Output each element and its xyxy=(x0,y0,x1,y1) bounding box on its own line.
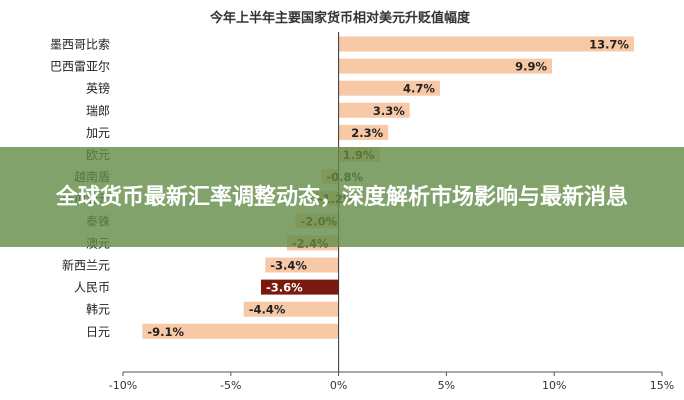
x-tick-label: 15% xyxy=(650,379,674,392)
bar xyxy=(243,301,339,317)
value-label: 4.7% xyxy=(403,82,435,96)
bar xyxy=(338,80,440,96)
bar xyxy=(260,279,339,295)
category-label: 加元 xyxy=(86,126,110,140)
x-tick-label: -10% xyxy=(109,379,137,392)
category-label: 韩元 xyxy=(86,302,110,317)
x-tick-label: -5% xyxy=(220,379,241,392)
value-label: 9.9% xyxy=(515,60,547,74)
value-label: -4.4% xyxy=(249,303,286,317)
value-label: 2.3% xyxy=(351,126,383,140)
x-tick-label: 0% xyxy=(330,379,347,392)
value-label: 3.3% xyxy=(373,104,405,118)
value-label: 13.7% xyxy=(589,38,629,52)
chart-title: 今年上半年主要国家货币相对美元升贬值幅度 xyxy=(209,10,471,26)
bar xyxy=(338,124,389,140)
headline-banner: 全球货币最新汇率调整动态，深度解析市场影响与最新消息 xyxy=(0,147,684,247)
value-label: -9.1% xyxy=(147,325,184,339)
x-tick-label: 5% xyxy=(438,379,455,392)
x-tick-label: 10% xyxy=(542,379,566,392)
category-label: 英镑 xyxy=(86,81,110,96)
bar xyxy=(338,58,553,74)
bar xyxy=(265,257,339,273)
category-label: 瑞郎 xyxy=(86,104,110,118)
value-label: -3.4% xyxy=(270,259,307,273)
category-label: 巴西雷亚尔 xyxy=(50,59,110,74)
bar xyxy=(142,323,339,339)
bar xyxy=(338,102,410,118)
category-label: 墨西哥比索 xyxy=(50,38,110,52)
headline-text: 全球货币最新汇率调整动态，深度解析市场影响与最新消息 xyxy=(55,184,628,210)
bar xyxy=(338,36,634,52)
category-label: 人民币 xyxy=(74,281,110,295)
category-label: 新西兰元 xyxy=(62,258,110,273)
category-label: 日元 xyxy=(86,325,110,339)
value-label: -3.6% xyxy=(266,281,303,295)
